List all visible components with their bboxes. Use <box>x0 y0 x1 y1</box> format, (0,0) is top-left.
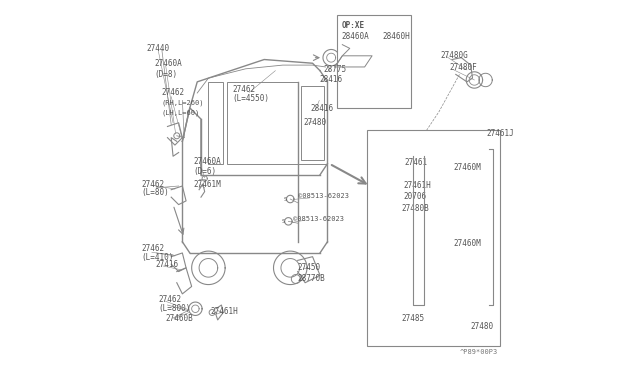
Text: 27460A: 27460A <box>154 59 182 68</box>
Text: 27485: 27485 <box>401 314 424 323</box>
Text: (L=80): (L=80) <box>141 188 169 197</box>
Text: ^P89*00P3: ^P89*00P3 <box>460 349 498 355</box>
Text: 27480F: 27480F <box>449 63 477 72</box>
Text: 27461M: 27461M <box>193 180 221 189</box>
Text: (LH,L=60): (LH,L=60) <box>162 109 200 116</box>
Text: 27416: 27416 <box>156 260 179 269</box>
Text: ©08513-62023: ©08513-62023 <box>298 193 349 199</box>
Text: 27460M: 27460M <box>453 163 481 172</box>
Text: 27462: 27462 <box>141 180 164 189</box>
Text: 27480: 27480 <box>470 322 494 331</box>
Text: (L=4550): (L=4550) <box>232 94 269 103</box>
Text: OP:XE: OP:XE <box>342 21 365 30</box>
Text: 27460B: 27460B <box>166 314 193 323</box>
Text: 27462: 27462 <box>232 85 256 94</box>
Text: 27440: 27440 <box>147 44 170 53</box>
Text: 27462: 27462 <box>141 244 164 253</box>
Text: (D=6): (D=6) <box>193 167 217 176</box>
Text: 27480: 27480 <box>303 118 326 126</box>
Text: 27461H: 27461H <box>404 181 431 190</box>
Text: (RH,L=260): (RH,L=260) <box>162 99 204 106</box>
Text: 27462: 27462 <box>158 295 181 304</box>
Text: 27461: 27461 <box>405 158 428 167</box>
Text: 27460M: 27460M <box>453 239 481 248</box>
Text: 27460A: 27460A <box>193 157 221 166</box>
Text: 28416: 28416 <box>310 104 334 113</box>
Text: 27461H: 27461H <box>211 307 238 316</box>
Bar <box>367 130 500 346</box>
Bar <box>337 15 411 108</box>
Text: S: S <box>282 219 285 224</box>
Text: ©08513-62023: ©08513-62023 <box>293 216 344 222</box>
Text: 28460H: 28460H <box>383 32 410 41</box>
Text: 27450: 27450 <box>298 263 321 272</box>
Text: 28416: 28416 <box>319 76 342 84</box>
Text: 27461J: 27461J <box>486 129 515 138</box>
Text: (L=800): (L=800) <box>158 304 191 312</box>
Text: 28460A: 28460A <box>342 32 369 41</box>
Text: 27480G: 27480G <box>441 51 468 60</box>
Text: 27462: 27462 <box>162 88 185 97</box>
Text: 28770B: 28770B <box>298 274 325 283</box>
Text: S: S <box>284 196 287 202</box>
Text: 28775: 28775 <box>323 65 346 74</box>
Text: 20706: 20706 <box>404 192 427 201</box>
Text: 27480B: 27480B <box>401 204 429 213</box>
Text: (L=410): (L=410) <box>141 253 174 262</box>
Text: (D=8): (D=8) <box>154 70 177 79</box>
